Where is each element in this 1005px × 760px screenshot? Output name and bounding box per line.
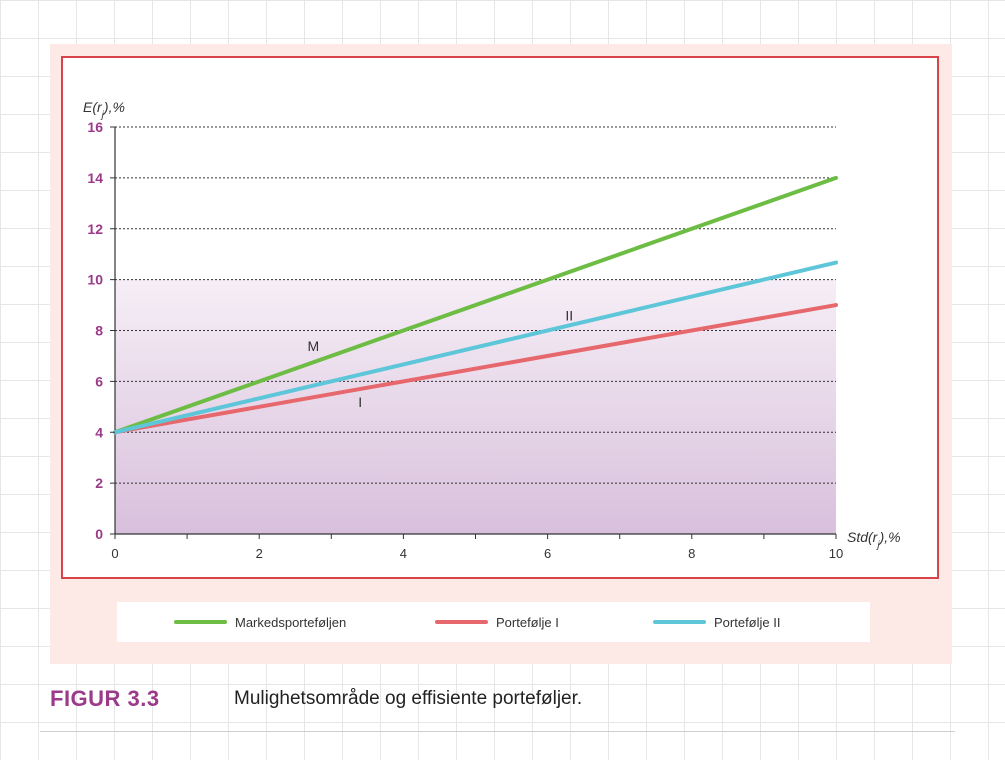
y-tick-label-6: 6	[95, 373, 103, 389]
x-axis-label: Std(rj),%	[847, 529, 901, 551]
y-tick-label-12: 12	[87, 221, 103, 237]
y-tick-label-2: 2	[95, 475, 103, 491]
x-tick-label-4: 4	[400, 546, 407, 561]
legend-item-market: Markedsporteføljen	[174, 602, 346, 642]
y-axis-label: E(rj),%	[83, 99, 125, 121]
bottom-rule	[40, 731, 955, 732]
y-tick-label-8: 8	[95, 323, 103, 339]
legend-label-market: Markedsporteføljen	[235, 614, 347, 630]
x-tick-label-2: 2	[256, 546, 263, 561]
series-line-2	[113, 260, 838, 435]
y-tick-label-4: 4	[95, 424, 103, 440]
series-line-0	[113, 175, 838, 435]
annotation-2: II	[565, 307, 573, 323]
y-tick-label-0: 0	[95, 526, 103, 542]
legend-swatch-portfolio-2	[653, 620, 706, 624]
y-tick-label-16: 16	[87, 119, 103, 135]
legend-swatch-market	[174, 620, 227, 624]
legend-item-portfolio-2: Portefølje II	[653, 602, 780, 642]
caption-text: Mulighetsområde og effisiente portefølje…	[234, 688, 583, 709]
y-tick-label-10: 10	[87, 272, 103, 288]
x-tick-label-10: 10	[829, 546, 843, 561]
chart-frame: 0 2 4 6 8 10 0 2 4 6 8 10 12 14 16 M I II E(rj),% Std(rj),%	[61, 56, 939, 579]
legend-label-portfolio-2: Portefølje II	[714, 614, 781, 630]
y-tick-label-14: 14	[87, 170, 103, 186]
x-tick-label-6: 6	[544, 546, 551, 561]
feasible-region	[115, 279, 836, 534]
caption-number: FIGUR 3.3	[50, 686, 160, 711]
legend-label-portfolio-1: Portefølje I	[496, 614, 559, 630]
legend: Markedsporteføljen Portefølje I Porteføl…	[117, 602, 870, 642]
annotation-1: I	[358, 394, 362, 410]
legend-item-portfolio-1: Portefølje I	[435, 602, 559, 642]
series-line-1	[113, 303, 838, 435]
annotation-0: M	[307, 338, 319, 354]
x-tick-label-0: 0	[111, 546, 118, 561]
figure-panel: 0 2 4 6 8 10 0 2 4 6 8 10 12 14 16 M I II E(rj),% Std(rj),%…	[50, 44, 952, 664]
figure-caption: FIGUR 3.3 Mulighetsområde og effisiente …	[50, 682, 952, 718]
x-tick-label-8: 8	[688, 546, 695, 561]
legend-swatch-portfolio-1	[435, 620, 488, 624]
